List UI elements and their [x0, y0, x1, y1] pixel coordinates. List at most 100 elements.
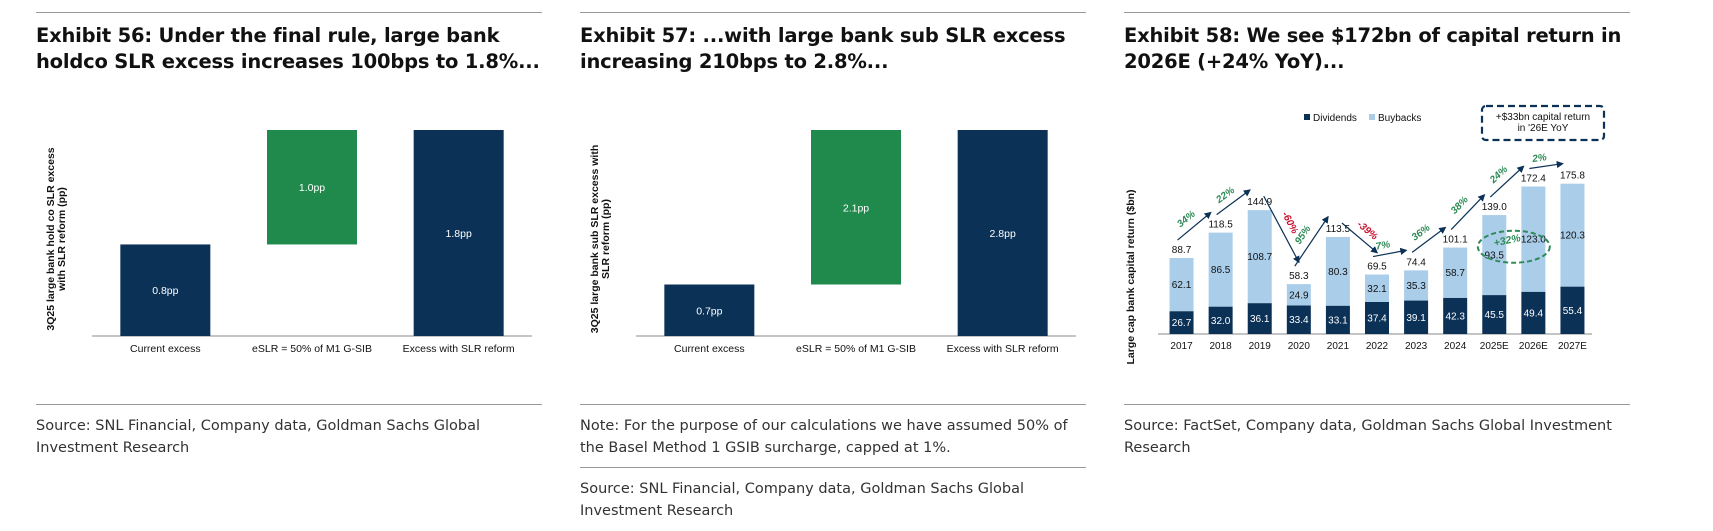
data-label-dividends: 33.4: [1289, 315, 1309, 326]
footer-rule: [580, 404, 1086, 405]
data-label-dividends: 45.5: [1485, 310, 1505, 321]
total-label: 139.0: [1482, 202, 1507, 213]
data-label-dividends: 33.1: [1328, 315, 1348, 326]
data-label-buybacks: 108.7: [1247, 252, 1272, 263]
y-axis-label: Large cap bank capital return ($bn): [1125, 189, 1137, 364]
x-tick-label: 2017: [1170, 341, 1193, 352]
exhibit-57-footer: Note: For the purpose of our calculation…: [580, 404, 1086, 522]
bar-dividends: [1247, 303, 1272, 334]
bar-buybacks: [1247, 210, 1272, 304]
x-tick-label: 2022: [1366, 341, 1389, 352]
footer-rule: [36, 404, 542, 405]
exhibit-57-title: Exhibit 57: ...with large bank sub SLR e…: [580, 24, 1066, 73]
bar-buybacks: [1443, 247, 1468, 298]
yoy-label: 22%: [1214, 185, 1238, 206]
total-label: 101.1: [1443, 235, 1468, 246]
yoy-arrow: [1263, 195, 1300, 264]
total-label: 113.5: [1326, 224, 1351, 235]
total-label: 88.7: [1172, 245, 1192, 256]
top-rule: [580, 12, 1086, 13]
bar-dividends: [1521, 291, 1546, 334]
buyback-growth-ellipse: [1476, 229, 1551, 264]
exhibit-57-panel: Exhibit 57: ...with large bank sub SLR e…: [580, 12, 1086, 519]
data-label-dividends: 39.1: [1406, 313, 1426, 324]
data-label: 1.8pp: [446, 228, 472, 240]
callout-text: in '26E YoY: [1518, 123, 1569, 134]
y-axis-label: 3Q25 large bank hold co SLR excess: [45, 147, 57, 330]
data-label-buybacks: 93.5: [1485, 251, 1505, 262]
data-label-dividends: 36.1: [1250, 314, 1270, 325]
bar: [811, 130, 901, 285]
x-tick-label: Current excess: [130, 343, 201, 355]
bar-buybacks: [1365, 274, 1389, 303]
footer-rule: [1124, 404, 1630, 405]
x-tick-label: 2026E: [1519, 341, 1548, 352]
yoy-arrow: [1341, 222, 1379, 254]
callout-box: [1480, 104, 1606, 142]
x-tick-label: 2021: [1327, 341, 1350, 352]
data-label-buybacks: 32.1: [1367, 284, 1387, 295]
x-tick-label: 2025E: [1480, 341, 1509, 352]
x-tick-label: 2019: [1249, 341, 1272, 352]
bar-dividends: [1325, 305, 1350, 334]
legend-swatch-dividends: [1304, 114, 1310, 120]
y-axis-label: 3Q25 large bank sub SLR excess with: [589, 145, 601, 334]
total-label: 74.4: [1406, 257, 1426, 268]
data-label-buybacks: 120.3: [1560, 231, 1585, 242]
bar-dividends: [1560, 286, 1585, 334]
bar-dividends: [1169, 311, 1194, 334]
top-rule: [1124, 12, 1630, 13]
bar: [664, 284, 755, 336]
bar-buybacks: [1482, 215, 1507, 296]
x-tick-label: Excess with SLR reform: [947, 343, 1059, 355]
yoy-arrow: [1529, 160, 1564, 170]
bar-dividends: [1443, 297, 1468, 334]
bar: [957, 130, 1048, 336]
yoy-label: -39%: [1355, 219, 1380, 243]
x-tick-label: Excess with SLR reform: [403, 343, 515, 355]
data-label: 2.8pp: [990, 228, 1016, 240]
bar-buybacks: [1521, 186, 1546, 292]
yoy-label: 2%: [1531, 152, 1548, 165]
data-label-dividends: 37.4: [1367, 314, 1387, 325]
exhibit-57-note: Note: For the purpose of our calculation…: [580, 418, 1068, 456]
total-label: 172.4: [1521, 174, 1546, 185]
exhibit-58-chart: Large cap bank capital return ($bn) Divid…: [1124, 98, 1630, 394]
y-axis-label: SLR reform (pp): [600, 199, 612, 279]
callout-text: +$33bn capital return: [1496, 112, 1590, 123]
data-label-buybacks: 86.5: [1211, 265, 1231, 276]
x-tick-label: 2024: [1444, 341, 1467, 352]
exhibit-56-svg: 3Q25 large bank hold co SLR excess with S…: [45, 130, 532, 355]
x-tick-label: 2027E: [1558, 341, 1587, 352]
bar-buybacks: [1208, 232, 1233, 307]
bar: [120, 244, 211, 336]
bar-buybacks: [1325, 236, 1350, 306]
exhibit-56-panel: Exhibit 56: Under the final rule, large …: [36, 12, 542, 456]
exhibit-57-chart: 3Q25 large bank sub SLR excess with SLR r…: [580, 98, 1086, 394]
total-label: 144.9: [1247, 197, 1272, 208]
yoy-arrow: [1294, 215, 1329, 267]
yoy-arrow: [1411, 226, 1447, 253]
total-label: 175.8: [1560, 171, 1585, 182]
x-tick-label: Current excess: [674, 343, 745, 355]
bar-buybacks: [1286, 284, 1311, 306]
bar-buybacks: [1169, 258, 1194, 312]
data-label-buybacks: 24.9: [1289, 290, 1309, 301]
data-label-dividends: 32.0: [1211, 316, 1231, 327]
yoy-arrow: [1216, 189, 1251, 216]
exhibit-56-title: Exhibit 56: Under the final rule, large …: [36, 24, 540, 73]
bar-buybacks: [1404, 270, 1429, 301]
data-label-buybacks: 80.3: [1328, 267, 1348, 278]
bar-dividends: [1365, 302, 1389, 334]
yoy-label: 7%: [1375, 239, 1391, 252]
bar-dividends: [1482, 295, 1507, 334]
bar-dividends: [1286, 305, 1311, 334]
yoy-arrow: [1177, 211, 1212, 241]
yoy-label: 24%: [1487, 164, 1510, 186]
exhibit-57-svg: 3Q25 large bank sub SLR excess with SLR r…: [589, 130, 1076, 355]
bar: [413, 130, 504, 336]
note-rule: [580, 467, 1086, 468]
exhibit-58-panel: Exhibit 58: We see $172bn of capital ret…: [1124, 12, 1630, 456]
data-label-dividends: 42.3: [1445, 311, 1465, 322]
bar-dividends: [1208, 306, 1233, 334]
